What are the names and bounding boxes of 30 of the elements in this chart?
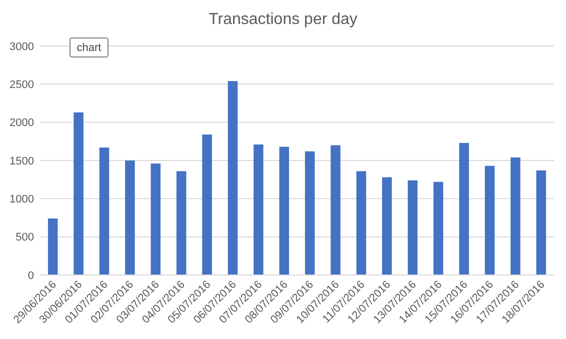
bar [382,177,392,275]
bar [330,145,340,275]
y-tick-label: 2500 [10,79,34,92]
y-tick-label: 1500 [10,155,34,168]
bar [254,144,264,275]
y-tick-label: 3000 [10,40,34,53]
bar [459,142,469,275]
bar [99,148,110,275]
bar [304,151,315,275]
tooltip-box: chart [70,38,108,58]
bar [176,171,186,275]
bar [408,180,418,275]
y-tick-label: 2000 [10,117,34,130]
bar [74,112,84,275]
bar [510,157,520,275]
y-tick-label: 0 [28,270,34,282]
bar [48,218,58,275]
annotation: chart [76,42,102,54]
y-tick-label: 1000 [10,194,34,206]
bar [536,170,546,275]
bar [484,166,495,275]
bar [228,81,238,275]
bar [202,134,212,275]
bar [125,160,135,275]
chart-title: Transactions per day [208,11,358,28]
bar [356,171,366,275]
bar [279,146,290,275]
bar [150,164,161,275]
y-tick-label: 500 [16,232,34,244]
bar [433,182,444,275]
